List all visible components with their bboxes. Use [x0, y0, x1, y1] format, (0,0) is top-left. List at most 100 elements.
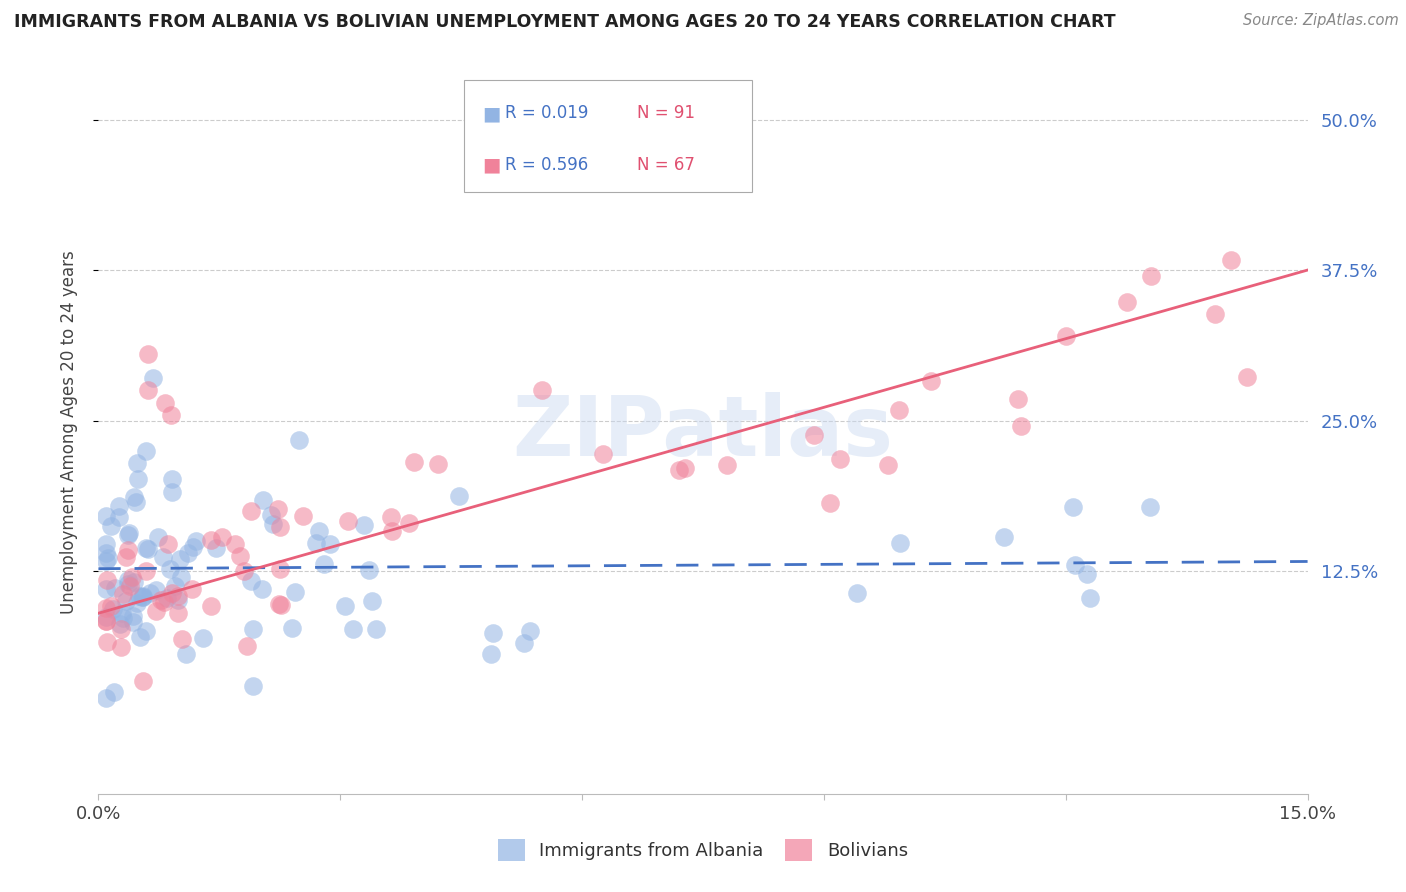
Point — [110, 622, 132, 636]
Point — [592, 447, 614, 461]
Point — [170, 569, 193, 583]
Point — [381, 524, 404, 538]
Point — [1010, 418, 1032, 433]
Point — [1062, 500, 1084, 515]
Point — [1007, 392, 1029, 406]
Point — [107, 510, 129, 524]
Point — [818, 496, 841, 510]
Point — [232, 564, 254, 578]
Point — [181, 541, 204, 555]
Point — [153, 595, 176, 609]
Point — [96, 509, 118, 524]
Point — [117, 543, 139, 558]
Point — [96, 537, 118, 551]
Point — [1139, 500, 1161, 515]
Point — [132, 591, 155, 605]
Point — [482, 625, 505, 640]
Point — [1140, 269, 1163, 284]
Point — [1076, 566, 1098, 581]
Point — [138, 384, 160, 398]
Point — [135, 443, 157, 458]
Point — [100, 599, 122, 613]
Point — [97, 550, 120, 565]
Point — [131, 590, 153, 604]
Point — [110, 640, 132, 654]
Point — [200, 533, 222, 547]
Point — [160, 472, 183, 486]
Point — [111, 606, 134, 620]
Point — [135, 564, 157, 578]
Point — [138, 586, 160, 600]
Point — [184, 533, 207, 548]
Text: N = 91: N = 91 — [637, 104, 695, 122]
Text: R = 0.596: R = 0.596 — [505, 156, 588, 174]
Point — [262, 516, 284, 531]
Point — [96, 690, 118, 705]
Point — [132, 589, 155, 603]
Point — [172, 632, 194, 646]
Point — [121, 570, 143, 584]
Point — [200, 599, 222, 613]
Point — [402, 455, 425, 469]
Point — [96, 573, 118, 587]
Point — [260, 508, 283, 523]
Point — [1064, 558, 1087, 572]
Point — [1054, 329, 1077, 343]
Point — [122, 609, 145, 624]
Point — [427, 458, 450, 472]
Point — [118, 525, 141, 540]
Point — [103, 684, 125, 698]
Point — [104, 581, 127, 595]
Text: Source: ZipAtlas.com: Source: ZipAtlas.com — [1243, 13, 1399, 29]
Point — [124, 495, 146, 509]
Point — [889, 402, 911, 417]
Point — [267, 501, 290, 516]
Point — [120, 579, 142, 593]
Point — [136, 347, 159, 361]
Point — [115, 593, 138, 607]
Point — [380, 510, 402, 524]
Point — [281, 621, 304, 635]
Point — [211, 530, 233, 544]
Point — [111, 611, 134, 625]
Y-axis label: Unemployment Among Ages 20 to 24 years: Unemployment Among Ages 20 to 24 years — [59, 251, 77, 615]
Point — [111, 587, 134, 601]
Point — [236, 639, 259, 653]
Point — [96, 610, 118, 624]
Point — [360, 594, 382, 608]
Point — [292, 508, 315, 523]
Point — [242, 623, 264, 637]
Point — [96, 601, 118, 615]
Text: ■: ■ — [482, 155, 501, 174]
Point — [127, 456, 149, 470]
Point — [308, 524, 330, 539]
Point — [169, 552, 191, 566]
Point — [846, 586, 869, 600]
Point — [159, 562, 181, 576]
Point — [312, 558, 335, 572]
Point — [145, 604, 167, 618]
Point — [993, 530, 1015, 544]
Point — [145, 583, 167, 598]
Point — [269, 520, 291, 534]
Point — [162, 485, 184, 500]
Point — [96, 635, 118, 649]
Point — [115, 550, 138, 565]
Point — [167, 593, 190, 607]
Point — [319, 537, 342, 551]
Point — [150, 593, 173, 607]
Point — [100, 519, 122, 533]
Point — [96, 614, 118, 628]
Point — [160, 586, 183, 600]
Point — [121, 615, 143, 630]
Point — [177, 546, 200, 560]
Point — [364, 622, 387, 636]
Point — [165, 580, 187, 594]
Point — [803, 428, 825, 442]
Point — [353, 517, 375, 532]
Point — [127, 596, 149, 610]
Point — [716, 458, 738, 473]
Point — [447, 489, 470, 503]
Point — [117, 573, 139, 587]
Point — [96, 614, 118, 628]
